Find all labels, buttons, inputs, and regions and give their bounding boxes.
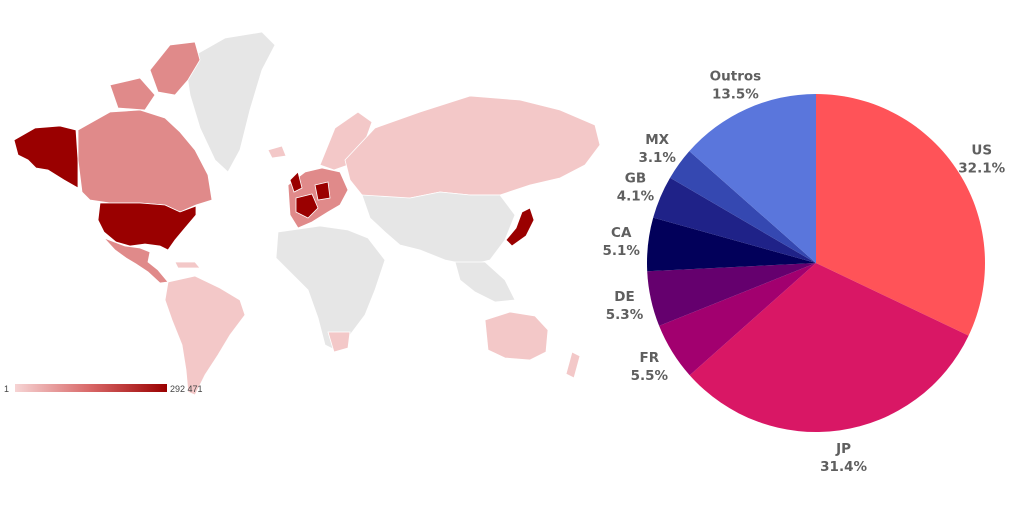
country-southeast-asia[interactable] bbox=[454, 261, 516, 303]
slice-value-label: 4.1% bbox=[617, 189, 655, 205]
pie-slice-gb[interactable] bbox=[653, 177, 816, 263]
pie-label-jp: JP 31.4% bbox=[820, 441, 867, 475]
country-asia-central[interactable] bbox=[361, 191, 516, 266]
slice-value-label: 13.5% bbox=[712, 86, 759, 102]
pie-chart: US 32.1% JP 31.4% FR 5.5% DE 5.3% CA 5.1% GB 4.1% MX… bbox=[602, 68, 1005, 475]
country-caribbean[interactable] bbox=[174, 261, 201, 269]
country-canada-arctic[interactable] bbox=[149, 41, 201, 96]
slice-name-label: CA bbox=[611, 225, 632, 241]
country-greenland[interactable] bbox=[185, 31, 276, 173]
legend-gradient-bar bbox=[15, 384, 167, 392]
slice-value-label: 31.4% bbox=[820, 459, 867, 475]
slice-name-label: JP bbox=[835, 441, 851, 457]
slice-value-label: 3.1% bbox=[638, 150, 676, 166]
slice-name-label: MX bbox=[645, 132, 669, 148]
country-alaska[interactable] bbox=[13, 125, 79, 189]
country-canada[interactable] bbox=[77, 109, 213, 213]
country-iceland[interactable] bbox=[267, 145, 287, 159]
pie-label-ca: CA 5.1% bbox=[602, 225, 640, 259]
country-germany[interactable] bbox=[314, 181, 331, 201]
country-new-zealand[interactable] bbox=[565, 351, 581, 379]
legend-max-label: 292 471 bbox=[170, 384, 203, 394]
pie-slice-ca[interactable] bbox=[647, 217, 816, 272]
country-usa[interactable] bbox=[97, 202, 197, 251]
slice-name-label: DE bbox=[614, 289, 634, 305]
slice-name-label: US bbox=[971, 142, 992, 158]
pie-labels: US 32.1% JP 31.4% FR 5.5% DE 5.3% CA 5.1% GB 4.1% MX… bbox=[602, 68, 1005, 475]
pie-label-de: DE 5.3% bbox=[606, 289, 644, 323]
pie-label-outros: Outros 13.5% bbox=[710, 68, 762, 102]
country-south-africa[interactable] bbox=[327, 331, 351, 353]
map-countries bbox=[13, 31, 601, 396]
country-south-america[interactable] bbox=[164, 275, 246, 396]
pie-slice-de[interactable] bbox=[647, 263, 816, 326]
pie-slice-fr[interactable] bbox=[659, 263, 816, 376]
slice-name-label: Outros bbox=[710, 68, 762, 84]
slice-value-label: 5.3% bbox=[606, 307, 644, 323]
slice-name-label: GB bbox=[625, 171, 646, 187]
country-canada-arctic-2[interactable] bbox=[109, 77, 156, 111]
country-japan[interactable] bbox=[505, 207, 535, 247]
world-map: 1 292 471 bbox=[4, 31, 601, 396]
country-uk[interactable] bbox=[289, 171, 303, 193]
slice-value-label: 32.1% bbox=[958, 160, 1005, 176]
pie-slice-outros[interactable] bbox=[689, 94, 816, 263]
country-africa[interactable] bbox=[275, 225, 386, 351]
slice-value-label: 5.5% bbox=[631, 368, 669, 384]
slice-name-label: FR bbox=[639, 350, 659, 366]
slice-value-label: 5.1% bbox=[602, 243, 640, 259]
pie-slices bbox=[647, 94, 985, 432]
pie-label-mx: MX 3.1% bbox=[638, 132, 676, 166]
legend-min-label: 1 bbox=[4, 384, 9, 394]
pie-slice-us[interactable] bbox=[816, 94, 985, 336]
map-legend: 1 292 471 bbox=[4, 384, 203, 394]
country-australia[interactable] bbox=[484, 311, 549, 361]
country-france[interactable] bbox=[295, 193, 319, 219]
pie-label-us: US 32.1% bbox=[958, 142, 1005, 176]
pie-label-gb: GB 4.1% bbox=[617, 171, 655, 205]
pie-slice-mx[interactable] bbox=[670, 151, 816, 263]
pie-label-fr: FR 5.5% bbox=[631, 350, 669, 384]
pie-slice-jp[interactable] bbox=[689, 263, 969, 432]
